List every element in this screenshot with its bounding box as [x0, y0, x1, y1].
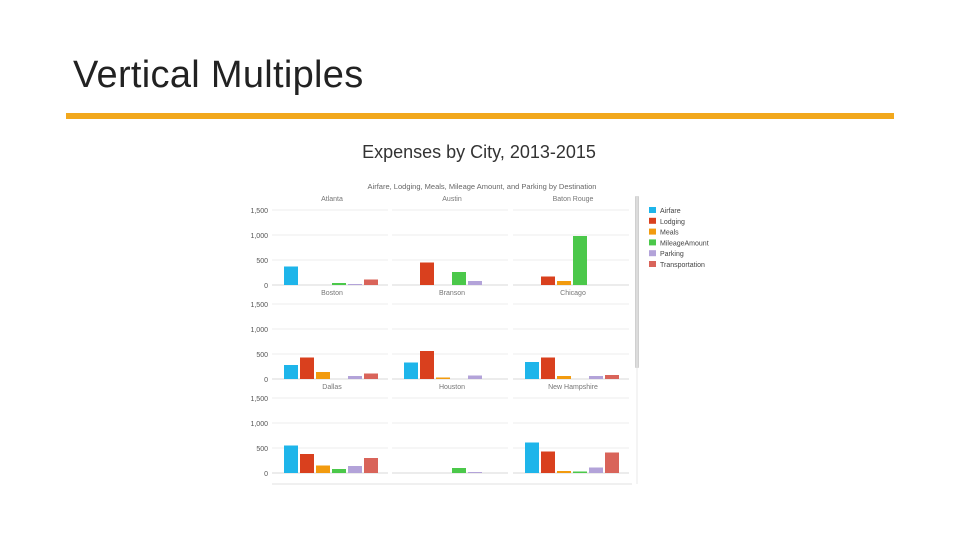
- bar-dallas-airfare: [284, 445, 298, 473]
- bar-atlanta-transportation: [364, 279, 378, 285]
- bar-atlanta-airfare: [284, 266, 298, 285]
- y-tick-label: 0: [264, 377, 268, 384]
- bar-chicago-lodging: [541, 357, 555, 379]
- title-accent-rule: [66, 113, 894, 119]
- legend-label-transportation: Transportation: [660, 262, 705, 269]
- bar-branson-lodging: [420, 351, 434, 379]
- bar-chicago-parking: [589, 376, 603, 379]
- bar-austin-lodging: [420, 262, 434, 285]
- panel-title-dallas: Dallas: [322, 384, 342, 391]
- bar-atlanta-mileageamount: [332, 283, 346, 285]
- y-tick-label: 1,000: [250, 233, 268, 240]
- bar-austin-parking: [468, 281, 482, 285]
- legend-label-meals: Meals: [660, 230, 679, 237]
- bar-dallas-transportation: [364, 458, 378, 473]
- bar-dallas-mileageamount: [332, 469, 346, 473]
- bar-new-hampshire-transportation: [605, 452, 619, 473]
- bar-baton-rouge-lodging: [541, 276, 555, 285]
- bar-new-hampshire-mileageamount: [573, 471, 587, 473]
- slide-title: Vertical Multiples: [73, 54, 364, 96]
- panel-title-baton-rouge: Baton Rouge: [553, 196, 594, 203]
- legend-label-parking: Parking: [660, 251, 684, 258]
- bar-branson-airfare: [404, 362, 418, 379]
- legend-swatch-lodging: [649, 217, 656, 224]
- bar-branson-meals: [436, 377, 450, 379]
- y-tick-label: 500: [256, 446, 268, 453]
- bar-new-hampshire-parking: [589, 467, 603, 473]
- panel-title-chicago: Chicago: [560, 290, 586, 297]
- legend-label-lodging: Lodging: [660, 219, 685, 226]
- bar-chicago-transportation: [605, 375, 619, 379]
- bar-new-hampshire-lodging: [541, 451, 555, 473]
- chart-subtitle: Airfare, Lodging, Meals, Mileage Amount,…: [368, 182, 597, 191]
- bar-boston-meals: [316, 372, 330, 379]
- panel-title-boston: Boston: [321, 290, 343, 297]
- legend-swatch-transportation: [649, 261, 656, 267]
- bar-dallas-parking: [348, 466, 362, 473]
- bar-new-hampshire-airfare: [525, 442, 539, 473]
- bar-boston-transportation: [364, 373, 378, 379]
- bar-boston-parking: [348, 376, 362, 379]
- y-tick-label: 1,000: [250, 327, 268, 334]
- panel-title-austin: Austin: [442, 196, 462, 203]
- y-tick-label: 500: [256, 352, 268, 359]
- panel-title-atlanta: Atlanta: [321, 196, 343, 203]
- bar-boston-lodging: [300, 357, 314, 379]
- panel-title-houston: Houston: [439, 384, 465, 391]
- bar-austin-mileageamount: [452, 272, 466, 285]
- bar-chicago-meals: [557, 376, 571, 379]
- bar-baton-rouge-meals: [557, 281, 571, 285]
- legend-label-airfare: Airfare: [660, 208, 681, 215]
- y-tick-label: 1,500: [250, 396, 268, 403]
- chart-title: Expenses by City, 2013-2015: [362, 142, 596, 162]
- y-tick-label: 0: [264, 471, 268, 478]
- legend-label-mileageamount: MileageAmount: [660, 240, 709, 247]
- y-tick-label: 1,000: [250, 421, 268, 428]
- bar-new-hampshire-meals: [557, 471, 571, 473]
- bar-branson-parking: [468, 375, 482, 379]
- panel-title-branson: Branson: [439, 290, 465, 297]
- legend-swatch-mileageamount: [649, 239, 656, 246]
- bar-atlanta-parking: [348, 284, 362, 285]
- legend-swatch-airfare: [649, 207, 656, 213]
- legend-swatch-parking: [649, 250, 656, 257]
- panel-title-new-hampshire: New Hampshire: [548, 384, 598, 391]
- bar-chicago-airfare: [525, 362, 539, 379]
- bar-houston-mileageamount: [452, 468, 466, 473]
- bar-houston-parking: [468, 472, 482, 473]
- bar-dallas-meals: [316, 465, 330, 473]
- y-tick-label: 1,500: [250, 302, 268, 309]
- y-tick-label: 500: [256, 258, 268, 265]
- bar-dallas-lodging: [300, 454, 314, 473]
- bar-boston-airfare: [284, 365, 298, 379]
- y-tick-label: 0: [264, 283, 268, 290]
- y-tick-label: 1,500: [250, 208, 268, 215]
- legend-swatch-meals: [649, 228, 656, 235]
- bar-baton-rouge-mileageamount: [573, 236, 587, 285]
